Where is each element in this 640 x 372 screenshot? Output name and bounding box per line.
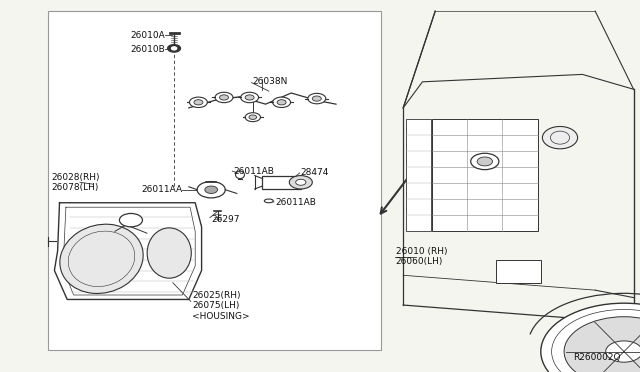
Bar [432, 119, 538, 231]
Circle shape [564, 317, 640, 372]
Circle shape [197, 182, 225, 198]
Circle shape [245, 113, 260, 122]
Text: 26010 (RH)
26060(LH): 26010 (RH) 26060(LH) [396, 247, 447, 266]
Polygon shape [54, 203, 202, 299]
Bar [48, 11, 381, 350]
Circle shape [205, 186, 218, 193]
Circle shape [120, 214, 143, 227]
Text: 26038N: 26038N [253, 77, 288, 86]
Text: 28474: 28474 [301, 169, 329, 177]
Text: 26297: 26297 [211, 215, 240, 224]
Circle shape [477, 157, 493, 166]
Circle shape [289, 176, 312, 189]
Text: 26028(RH)
26078(LH): 26028(RH) 26078(LH) [51, 173, 100, 192]
Circle shape [541, 303, 640, 372]
Circle shape [471, 153, 499, 170]
Ellipse shape [236, 171, 244, 179]
Circle shape [168, 45, 180, 52]
Circle shape [189, 97, 207, 108]
Circle shape [273, 97, 291, 108]
Text: 26010B: 26010B [131, 45, 165, 54]
Text: 26011AA: 26011AA [141, 185, 182, 194]
Circle shape [194, 100, 203, 105]
Circle shape [312, 96, 321, 101]
Ellipse shape [543, 126, 578, 149]
Text: 26010A: 26010A [131, 31, 165, 40]
Circle shape [241, 92, 259, 103]
Circle shape [249, 115, 257, 119]
Text: R260002Q: R260002Q [573, 353, 621, 362]
Circle shape [277, 100, 286, 105]
Bar [496, 260, 541, 283]
Text: 26011AB: 26011AB [234, 167, 275, 176]
Circle shape [220, 95, 228, 100]
Ellipse shape [60, 224, 143, 294]
Ellipse shape [147, 228, 191, 278]
Circle shape [245, 95, 254, 100]
Text: 26025(RH)
26075(LH)
<HOUSING>: 26025(RH) 26075(LH) <HOUSING> [192, 291, 250, 321]
Circle shape [172, 47, 177, 50]
Circle shape [308, 93, 326, 104]
Ellipse shape [264, 199, 273, 203]
Circle shape [605, 341, 640, 362]
Text: 26011AB: 26011AB [275, 198, 316, 207]
Bar [406, 119, 431, 231]
Circle shape [215, 92, 233, 103]
Circle shape [296, 179, 306, 185]
Bar [262, 176, 301, 189]
